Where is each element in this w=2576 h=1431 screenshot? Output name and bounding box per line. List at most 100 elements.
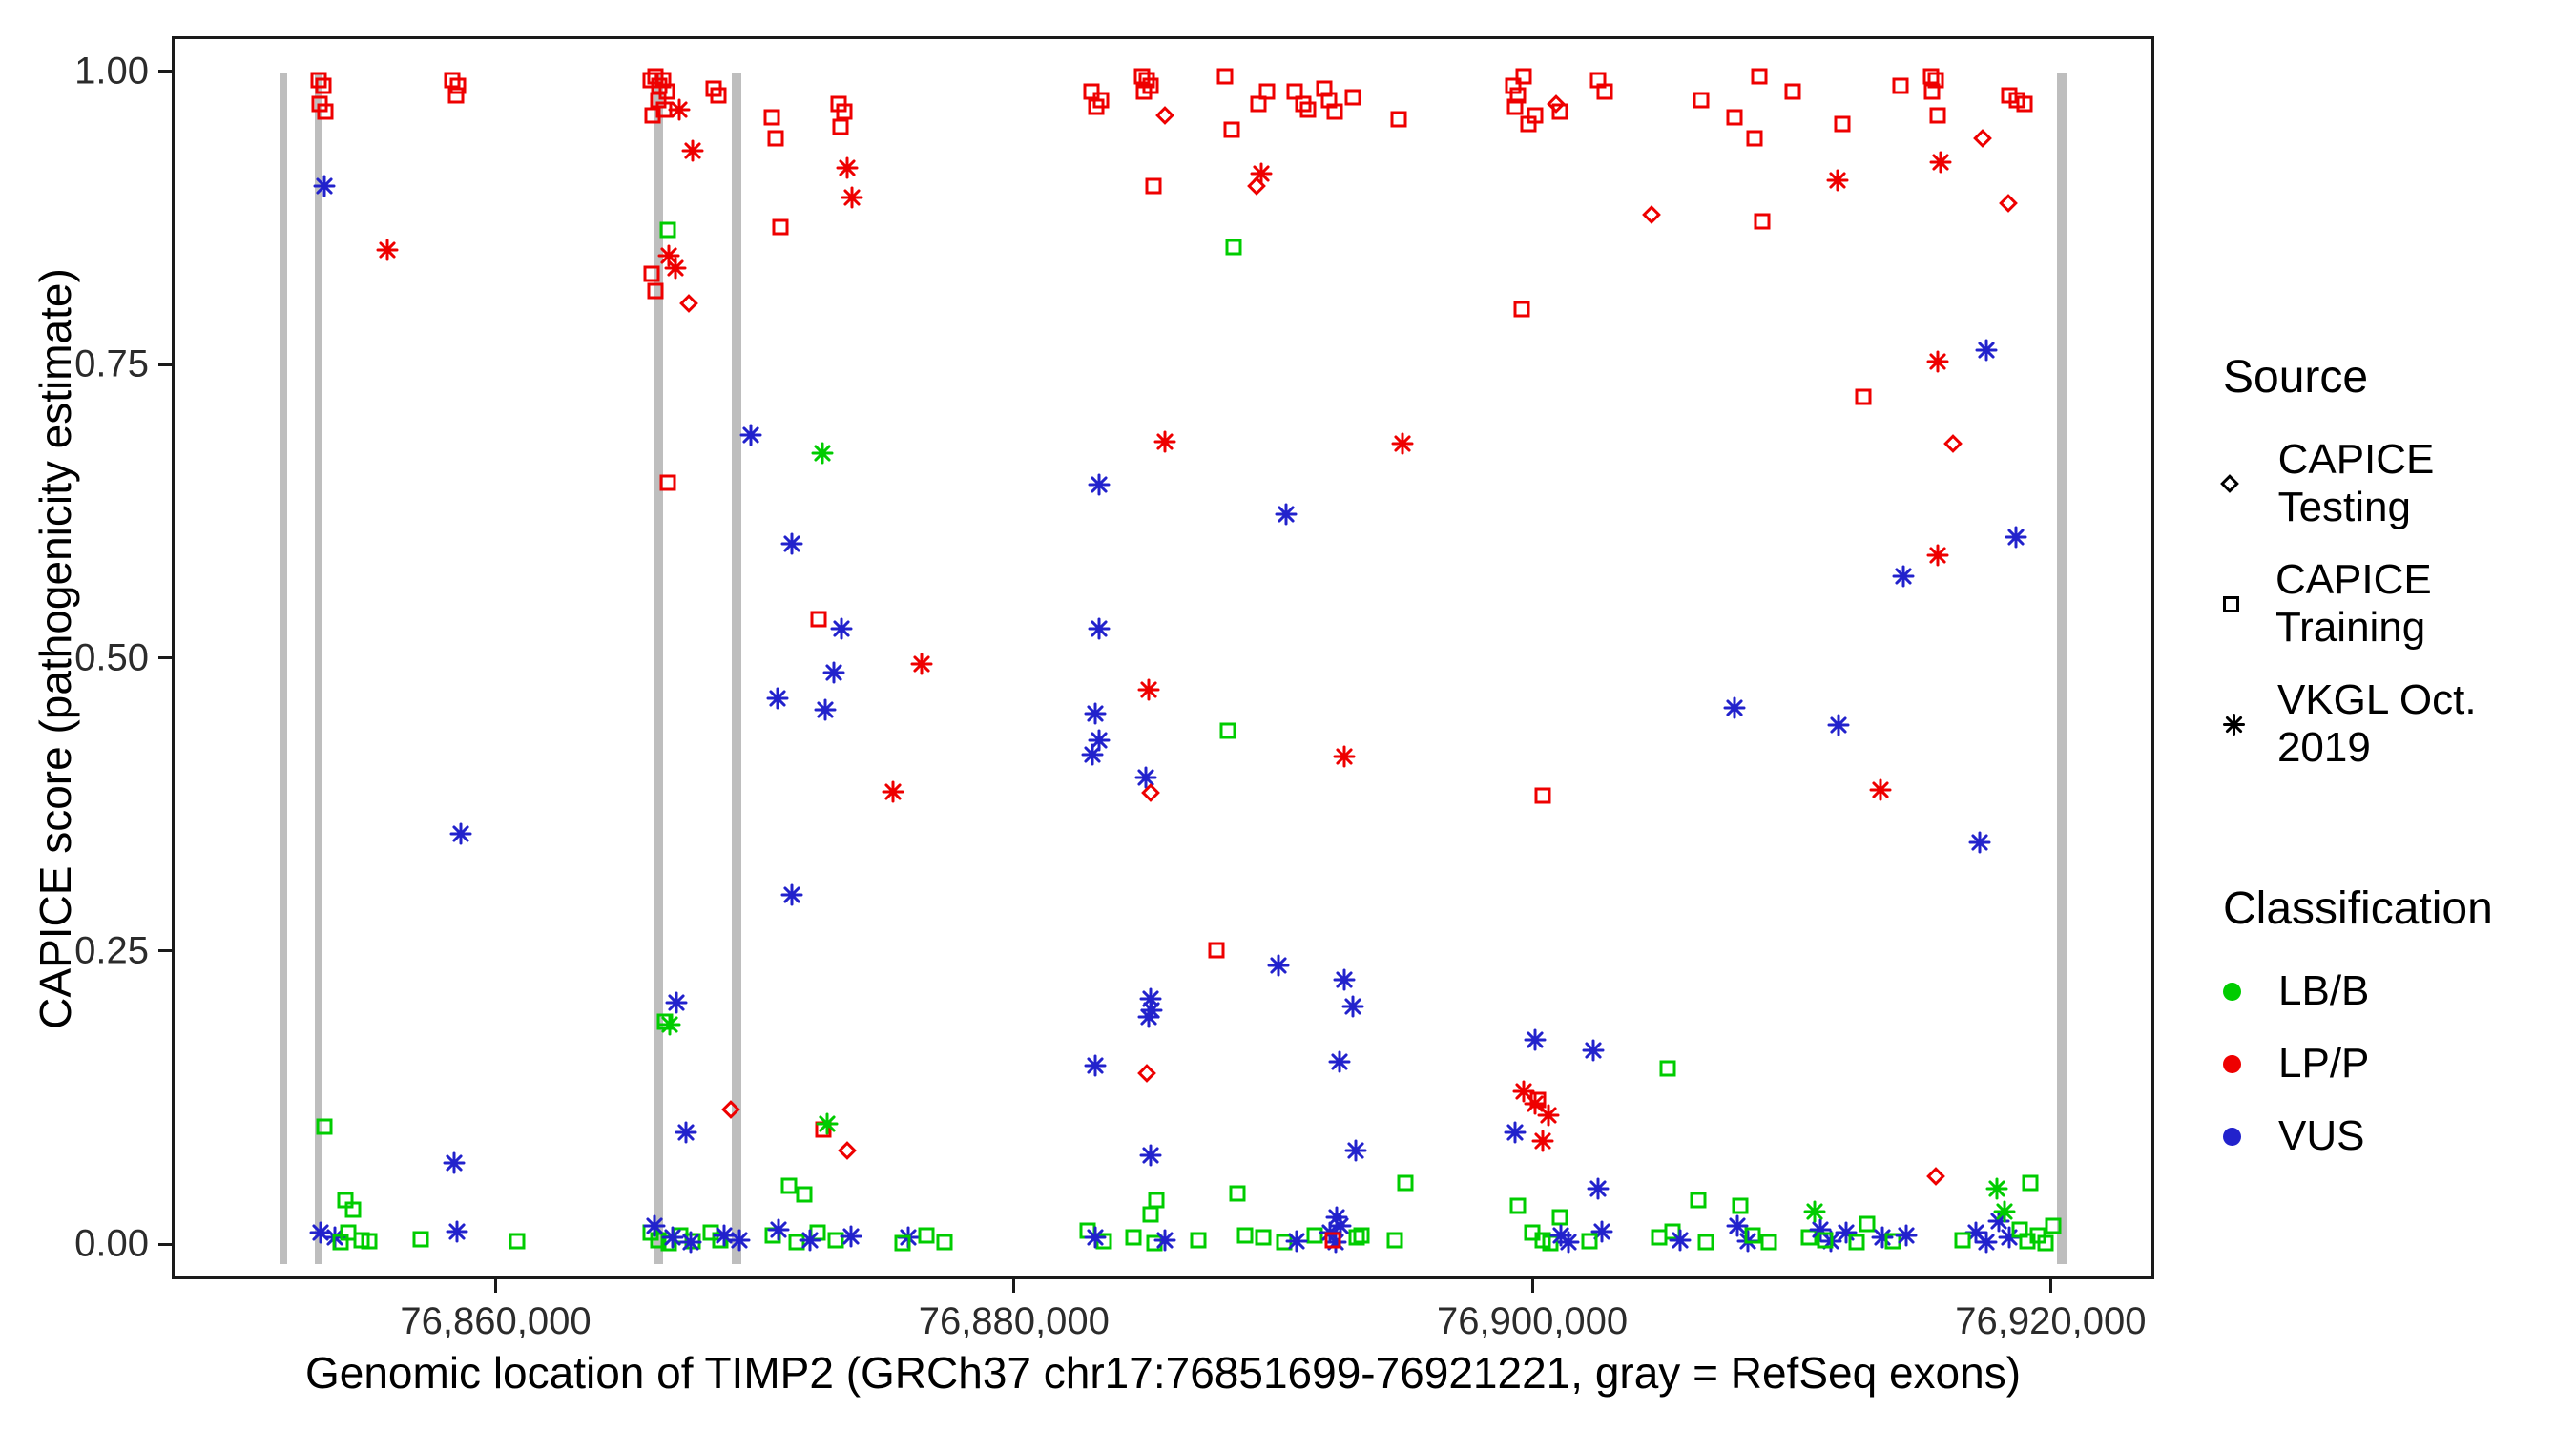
data-point <box>1258 83 1276 100</box>
data-point <box>1153 430 1176 453</box>
square-marker-icon <box>643 265 660 282</box>
data-point <box>376 238 399 261</box>
data-point <box>1142 77 1159 94</box>
data-point <box>1746 130 1763 147</box>
square-marker-icon <box>1690 1192 1707 1209</box>
y-tick-label: 0.50 <box>74 636 149 678</box>
asterisk-marker-icon <box>1892 565 1915 588</box>
data-point <box>647 282 664 300</box>
refseq-exon-bar <box>2057 73 2067 1264</box>
asterisk-marker-icon <box>814 698 837 721</box>
data-point <box>1987 1210 2010 1233</box>
square-marker-icon <box>1208 942 1225 959</box>
dot-legend-icon <box>2223 1127 2278 1146</box>
data-point <box>344 1201 362 1218</box>
asterisk-marker-icon <box>1081 743 1104 766</box>
asterisk-marker-icon <box>1088 473 1111 496</box>
square-marker-icon <box>918 1227 935 1244</box>
data-point <box>1690 1192 1707 1209</box>
square-marker-icon <box>1255 1229 1272 1246</box>
data-point <box>309 1221 332 1244</box>
asterisk-marker-icon <box>816 1112 839 1135</box>
data-point <box>1827 714 1850 736</box>
square-marker-icon <box>1250 95 1267 113</box>
data-point <box>1088 98 1105 115</box>
y-tick-mark <box>158 363 172 366</box>
data-point <box>841 186 863 209</box>
square-marker-icon <box>647 282 664 300</box>
square-marker-icon <box>1223 121 1240 138</box>
square-marker-icon <box>316 1118 333 1134</box>
data-point <box>654 72 672 89</box>
asterisk-marker-icon <box>1137 678 1160 701</box>
asterisk-marker-icon <box>1088 617 1111 640</box>
data-point <box>1391 432 1414 455</box>
data-point <box>1557 1231 1580 1254</box>
y-tick-mark <box>158 656 172 659</box>
data-point <box>1669 1229 1692 1252</box>
asterisk-marker-icon <box>1275 503 1298 526</box>
data-point <box>827 1232 844 1249</box>
data-point <box>665 991 688 1014</box>
square-marker-icon <box>2037 1234 2054 1252</box>
data-point <box>780 1177 798 1194</box>
legend-item-vkgl-oct-2019: VKGL Oct. 2019 <box>2223 676 2576 772</box>
y-tick-label: 1.00 <box>74 50 149 93</box>
data-point <box>1975 339 1998 362</box>
data-point <box>1943 434 1963 453</box>
asterisk-marker-icon <box>1993 1200 2016 1223</box>
refseq-exon-bar <box>280 73 288 1264</box>
data-point <box>1275 503 1298 526</box>
diamond-marker-icon <box>1925 1167 1945 1187</box>
square-marker-icon <box>836 103 853 120</box>
legend: Source CAPICE Testing CAPICE Training VKGL… <box>2220 351 2576 1185</box>
asterisk-marker-icon <box>840 1225 862 1248</box>
asterisk-marker-icon <box>1587 1177 1610 1200</box>
data-point <box>1542 1234 1559 1252</box>
data-point <box>316 1118 333 1134</box>
square-marker-icon <box>1927 72 1944 89</box>
asterisk-marker-icon <box>767 1218 790 1241</box>
data-point <box>681 139 704 162</box>
square-marker-icon <box>1225 238 1242 256</box>
asterisk-marker-icon <box>313 175 336 197</box>
asterisk-marker-icon <box>1324 1231 1347 1254</box>
data-point <box>1386 1232 1403 1249</box>
asterisk-marker-icon <box>1968 831 1991 854</box>
data-point <box>1641 205 1661 225</box>
asterisk-marker-icon <box>1341 995 1364 1018</box>
data-point <box>882 780 904 803</box>
y-tick-label: 0.00 <box>74 1222 149 1265</box>
x-tick-label: 76,920,000 <box>1955 1300 2147 1342</box>
square-marker-icon <box>2016 95 2033 113</box>
data-point <box>832 118 849 135</box>
data-point <box>1512 1080 1535 1103</box>
data-point <box>1784 83 1801 100</box>
square-marker-icon <box>1922 68 1940 85</box>
square-marker-icon <box>1397 1174 1414 1191</box>
data-point <box>679 293 699 313</box>
square-marker-icon <box>1509 87 1527 104</box>
asterisk-marker-icon <box>1537 1104 1560 1127</box>
data-point <box>1285 1230 1308 1253</box>
asterisk-marker-icon <box>1531 1130 1554 1152</box>
data-point <box>1515 68 1532 85</box>
square-marker-icon <box>344 1201 362 1218</box>
data-point <box>1869 778 1892 801</box>
asterisk-marker-icon <box>1895 1224 1917 1247</box>
legend-item-label: VKGL Oct. 2019 <box>2276 676 2477 771</box>
data-point <box>1531 1130 1554 1152</box>
data-point <box>1225 238 1242 256</box>
data-point <box>780 883 803 906</box>
data-point <box>2016 95 2033 113</box>
square-marker-icon <box>509 1233 526 1250</box>
asterisk-marker-icon <box>449 822 472 845</box>
asterisk-marker-icon <box>1987 1210 2010 1233</box>
diamond-marker-icon <box>679 293 699 313</box>
data-point <box>788 1234 805 1251</box>
legend-gap <box>2223 797 2576 882</box>
data-point <box>412 1231 429 1248</box>
data-point <box>1084 702 1107 725</box>
square-marker-icon <box>659 474 676 491</box>
data-point <box>1325 1206 1348 1229</box>
